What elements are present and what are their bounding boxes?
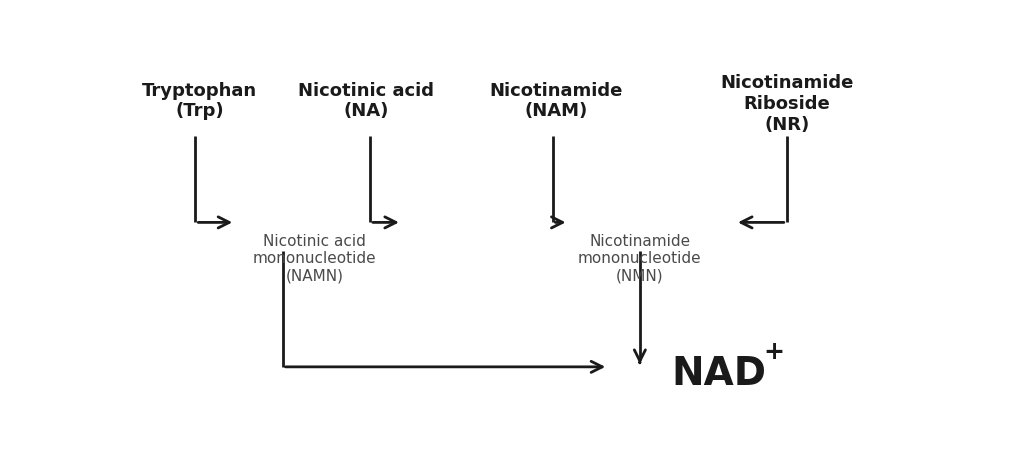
Text: Nicotinamide
mononucleotide
(NMN): Nicotinamide mononucleotide (NMN) (579, 234, 701, 283)
Text: Nicotinamide
(NAM): Nicotinamide (NAM) (489, 82, 624, 121)
Text: Nicotinic acid
(NA): Nicotinic acid (NA) (298, 82, 434, 121)
Text: Tryptophan
(Trp): Tryptophan (Trp) (142, 82, 257, 121)
Text: NAD: NAD (672, 355, 767, 393)
Text: Nicotinamide
Riboside
(NR): Nicotinamide Riboside (NR) (720, 75, 853, 134)
Text: +: + (763, 340, 784, 364)
Text: Nicotinic acid
mononucleotide
(NAMN): Nicotinic acid mononucleotide (NAMN) (253, 234, 376, 283)
